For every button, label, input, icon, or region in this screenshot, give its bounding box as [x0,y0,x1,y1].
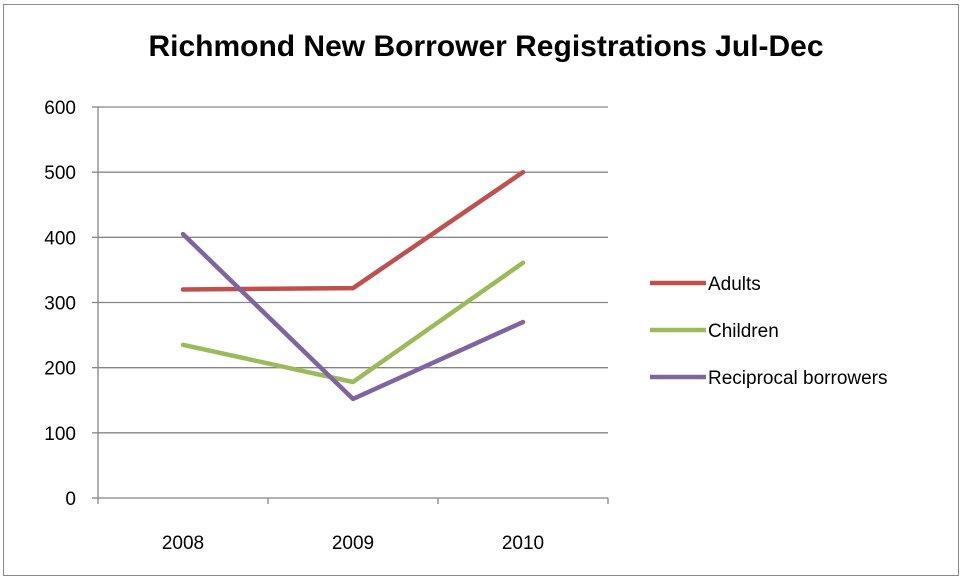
chart-title: Richmond New Borrower Registrations Jul-… [148,30,824,63]
series-line-adults [180,169,526,292]
y-axis-tick-labels: 0 100 200 300 400 500 600 [44,98,76,510]
y-tick-label: 400 [44,228,76,249]
legend-label: Children [708,321,779,342]
y-tick-label: 200 [44,359,76,380]
legend-label: Reciprocal borrowers [708,368,888,389]
y-tick-label: 500 [44,163,76,184]
x-tick-label: 2009 [332,533,374,554]
legend-label: Adults [708,274,761,295]
x-tick-label: 2010 [502,533,544,554]
y-tick-label: 300 [44,294,76,315]
y-tick-label: 100 [44,424,76,445]
series-line-children [180,260,526,385]
y-tick-label: 600 [44,98,76,119]
x-axis-tick-labels: 2008 2009 2010 [162,533,544,554]
x-tick-label: 2008 [162,533,204,554]
gridlines [92,106,609,504]
legend: Adults Children Reciprocal borrowers [650,274,888,389]
series-line-reciprocal-borrowers [180,231,526,402]
y-tick-label: 0 [65,489,76,510]
series-lines [180,169,526,402]
